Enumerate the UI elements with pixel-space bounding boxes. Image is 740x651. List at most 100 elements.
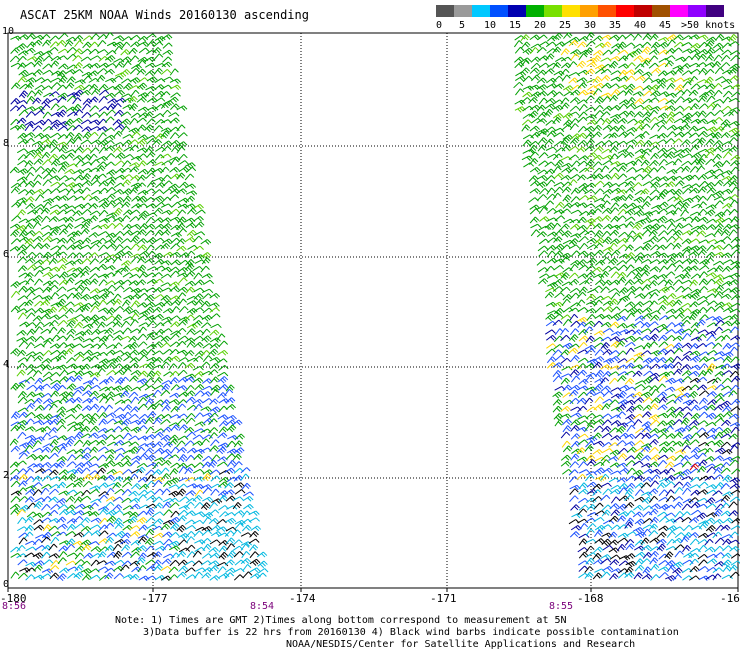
- wind-barb: [11, 572, 19, 579]
- wind-barb: [178, 484, 188, 489]
- wind-barb: [593, 155, 603, 160]
- wind-barb: [123, 210, 132, 215]
- wind-barb: [131, 236, 139, 243]
- wind-barb: [218, 376, 227, 383]
- wind-barb: [715, 418, 725, 423]
- wind-barb: [130, 358, 140, 363]
- wind-barb: [115, 73, 126, 78]
- wind-barb: [19, 450, 29, 454]
- wind-barb: [682, 224, 692, 228]
- colorbar-label: >50 knots: [681, 20, 735, 31]
- wind-barb: [529, 198, 539, 203]
- wind-barb: [514, 82, 523, 87]
- wind-barb: [617, 412, 626, 418]
- wind-barb: [219, 470, 229, 474]
- wind-barb: [186, 491, 196, 496]
- wind-barb: [129, 474, 138, 480]
- lon-label: -174: [289, 592, 316, 605]
- wind-barb: [713, 491, 723, 496]
- wind-barb: [41, 208, 50, 214]
- wind-barb: [673, 154, 683, 159]
- wind-barb: [553, 399, 562, 405]
- wind-barb: [594, 181, 604, 186]
- wind-barb: [210, 553, 220, 558]
- wind-barb: [90, 288, 100, 293]
- wind-barb: [219, 427, 228, 433]
- wind-barb: [193, 266, 203, 270]
- wind-barb: [155, 155, 164, 161]
- wind-barb: [58, 93, 68, 99]
- wind-barb: [138, 342, 147, 348]
- wind-barb: [579, 470, 590, 474]
- wind-barb: [138, 334, 147, 340]
- wind-barb: [721, 468, 730, 473]
- wind-barb: [170, 342, 180, 347]
- wind-barb: [82, 112, 91, 118]
- wind-barb: [699, 104, 708, 109]
- lat-label: 6: [3, 249, 9, 260]
- wind-barb: [731, 561, 740, 565]
- wind-barb: [99, 84, 108, 90]
- wind-barb: [65, 150, 76, 154]
- wind-barb: [171, 322, 180, 328]
- wind-barb: [18, 573, 27, 579]
- wind-barb: [81, 419, 90, 425]
- wind-barb: [721, 132, 730, 138]
- wind-barb: [131, 387, 141, 391]
- wind-barb: [113, 497, 123, 501]
- wind-barb: [82, 447, 91, 453]
- wind-barb: [66, 358, 75, 364]
- wind-barb: [242, 483, 251, 489]
- wind-barb: [625, 280, 634, 286]
- wind-speed-colorbar: [436, 5, 726, 17]
- wind-barb: [155, 575, 165, 580]
- wind-barb: [594, 337, 604, 341]
- wind-barb: [57, 225, 68, 229]
- wind-barb: [689, 420, 698, 425]
- wind-barb: [539, 239, 549, 244]
- wind-barb: [665, 387, 675, 392]
- wind-barb: [643, 182, 653, 186]
- wind-barb: [74, 110, 83, 116]
- wind-barb: [106, 488, 114, 494]
- wind-barb: [65, 302, 75, 307]
- wind-barb: [721, 401, 731, 407]
- wind-barb: [570, 264, 578, 270]
- wind-barb: [682, 280, 693, 284]
- wind-barb: [707, 127, 718, 133]
- wind-barb: [186, 455, 195, 461]
- wind-barb: [178, 133, 187, 138]
- wind-barb: [83, 531, 92, 536]
- wind-barb: [187, 552, 195, 558]
- wind-barb: [602, 414, 612, 419]
- wind-barb: [82, 209, 91, 214]
- wind-barb: [130, 56, 139, 62]
- wind-barb: [658, 71, 667, 76]
- wind-barb: [642, 117, 651, 123]
- wind-barb: [681, 161, 691, 166]
- wind-barb: [650, 224, 660, 230]
- wind-barb: [658, 567, 668, 572]
- wind-barb: [81, 540, 91, 546]
- wind-barb: [682, 445, 691, 451]
- wind-barb: [626, 257, 635, 262]
- wind-barb: [698, 174, 707, 180]
- wind-barb: [649, 373, 659, 378]
- wind-barb: [665, 272, 675, 277]
- wind-barb: [105, 265, 115, 270]
- wind-barb: [169, 399, 179, 404]
- wind-barb: [531, 92, 541, 98]
- wind-barb: [571, 188, 579, 194]
- wind-barb: [658, 37, 669, 42]
- wind-barb: [571, 90, 581, 95]
- wind-barb: [722, 50, 732, 55]
- wind-barb: [634, 441, 644, 446]
- wind-barb: [138, 327, 146, 333]
- wind-barb: [641, 259, 651, 263]
- wind-barb: [105, 460, 114, 465]
- wind-barb: [601, 559, 611, 564]
- wind-barb: [649, 415, 659, 421]
- wind-barb: [554, 187, 563, 193]
- wind-barb: [25, 161, 33, 167]
- wind-barb: [547, 282, 558, 288]
